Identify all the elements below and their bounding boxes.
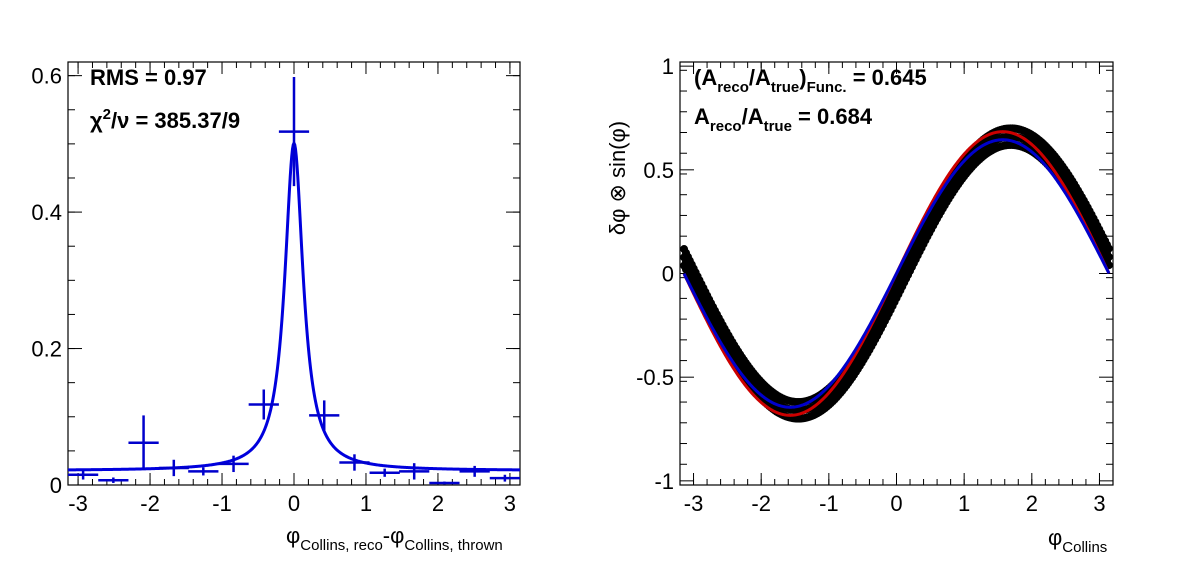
left-data-layer xyxy=(67,77,521,485)
left-xlabel-sub2: Collins, thrown xyxy=(404,537,502,554)
left-xlabel-mid: -φ xyxy=(383,523,405,548)
y-tick-label: -1 xyxy=(654,469,674,494)
fit-curve xyxy=(67,139,521,472)
x-tick-label: -1 xyxy=(819,491,839,516)
histogram-point xyxy=(309,400,340,431)
right-panel: -3 -2 -1 0 1 2 3 -1 -0.5 0 0.5 1 (Areco/Atrue)Func.… xyxy=(605,54,1114,556)
histogram-point xyxy=(248,389,279,420)
histogram-point xyxy=(278,77,310,187)
histogram-point xyxy=(489,474,520,482)
x-tick-label: -2 xyxy=(751,491,771,516)
x-tick-label: 3 xyxy=(1093,491,1105,516)
blue-curve xyxy=(682,138,1111,409)
histogram-point xyxy=(429,481,460,485)
histogram-point xyxy=(158,459,189,477)
y-tick-label: 0.6 xyxy=(31,64,62,89)
right-y-axis-label: δφ ⊗ sin(φ) xyxy=(605,121,630,235)
x-tick-label: 0 xyxy=(890,491,902,516)
chi2-symbol: χ xyxy=(90,108,103,133)
x-tick-label: -1 xyxy=(212,491,232,516)
y-tick-label: 1 xyxy=(662,54,674,79)
histogram-point xyxy=(459,465,490,477)
data-point xyxy=(1104,244,1113,253)
right-xlabel-main: φ xyxy=(1048,525,1062,550)
left-axis-ticks: -3 -2 -1 0 1 2 3 0 0.2 0.4 0.6 xyxy=(31,62,520,516)
chi2-superscript: 2 xyxy=(103,106,111,123)
x-tick-label: -2 xyxy=(140,491,160,516)
left-panel: -3 -2 -1 0 1 2 300.20.40.6 RMS = 0.97 χ2/ν = 3… xyxy=(31,61,521,554)
x-tick-label: 3 xyxy=(504,491,516,516)
right-xlabel-sub: Collins xyxy=(1062,539,1107,556)
right-data-layer xyxy=(680,124,1113,423)
x-tick-label: 1 xyxy=(360,491,372,516)
func-ratio-stat: (Areco/Atrue)Func. = 0.645 xyxy=(694,65,927,96)
chi2-value: /ν = 385.37/9 xyxy=(111,108,240,133)
right-axis-ticks: -3 -2 -1 0 1 2 3 -1 -0.5 0 0.5 1 xyxy=(636,54,1113,516)
rms-stat: RMS = 0.97 xyxy=(90,65,207,90)
y-tick-label: 0.5 xyxy=(643,158,674,183)
y-tick-label: -0.5 xyxy=(636,365,674,390)
y-tick-label: 0.2 xyxy=(31,337,62,362)
left-xlabel-main: φ xyxy=(286,523,300,548)
histogram-point xyxy=(128,415,159,470)
histogram-point xyxy=(68,469,99,480)
histogram-point xyxy=(339,454,370,471)
x-tick-label: 2 xyxy=(432,491,444,516)
left-x-axis-label: φCollins, reco-φCollins, thrown xyxy=(286,523,503,554)
x-tick-label: -3 xyxy=(684,491,704,516)
histogram-point xyxy=(218,455,249,473)
histogram-point xyxy=(369,468,400,477)
ratio-stat: Areco/Atrue = 0.684 xyxy=(694,104,873,135)
right-x-axis-label: φCollins xyxy=(1048,525,1107,556)
chi2-stat: χ2/ν = 385.37/9 xyxy=(90,106,240,133)
x-tick-label: 2 xyxy=(1026,491,1038,516)
x-tick-label: 1 xyxy=(958,491,970,516)
x-tick-label: 0 xyxy=(288,491,300,516)
data-point xyxy=(1104,252,1113,261)
y-tick-label: 0.4 xyxy=(31,200,62,225)
left-xlabel-sub1: Collins, reco xyxy=(300,537,383,554)
histogram-point xyxy=(188,467,219,476)
x-tick-label: -3 xyxy=(68,491,88,516)
histogram-point xyxy=(98,477,129,483)
histogram-point xyxy=(399,463,430,480)
y-tick-label: 0 xyxy=(662,262,674,287)
y-tick-label: 0 xyxy=(50,473,62,498)
